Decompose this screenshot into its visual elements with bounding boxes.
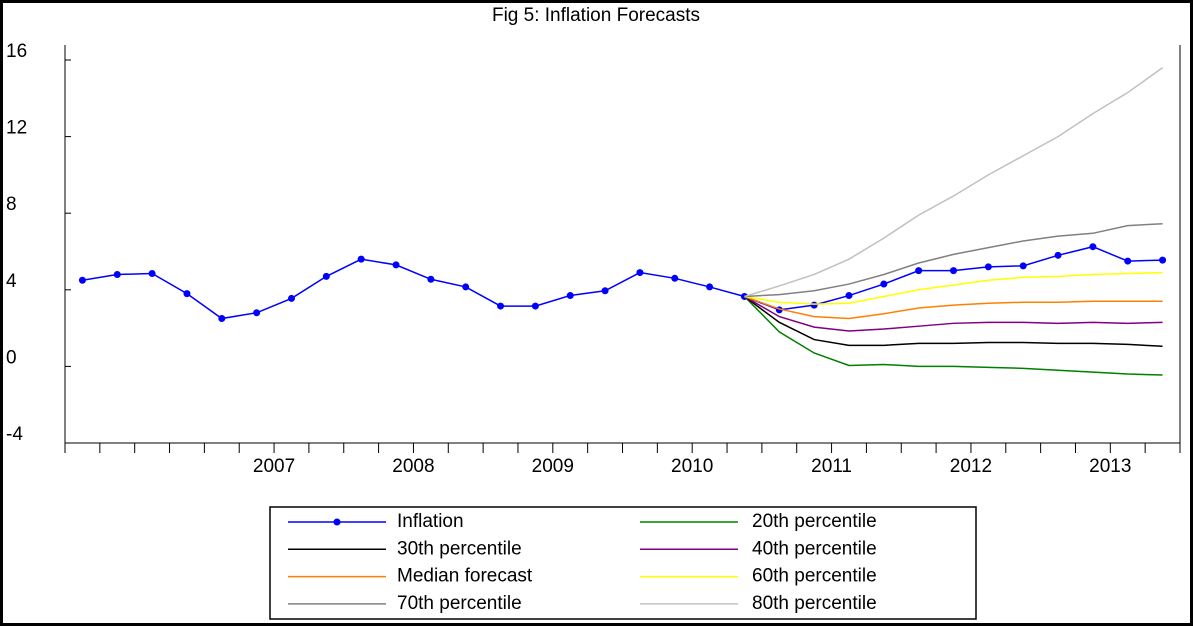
series-marker <box>1159 256 1167 264</box>
series-marker <box>253 309 261 317</box>
series-marker <box>427 275 435 283</box>
legend-label: 30th percentile <box>397 538 522 559</box>
y-tick-label: 0 <box>6 347 17 368</box>
series-marker <box>845 292 853 300</box>
series-marker <box>148 270 156 278</box>
y-tick-label: 12 <box>6 118 27 139</box>
x-tick-label: 2009 <box>532 456 574 477</box>
x-tick-label: 2012 <box>950 456 992 477</box>
x-tick-label: 2013 <box>1089 456 1131 477</box>
legend-label: 70th percentile <box>397 593 522 614</box>
x-tick-label: 2008 <box>392 456 434 477</box>
series-marker <box>113 270 121 278</box>
series-marker <box>78 276 86 284</box>
series-line <box>744 271 1163 305</box>
series-marker <box>1089 243 1097 251</box>
series-line <box>744 295 1163 332</box>
series-line <box>744 295 1163 320</box>
y-tick-label: 8 <box>6 194 17 215</box>
series-line <box>744 67 1164 298</box>
series-marker <box>601 287 609 295</box>
series-marker <box>218 315 226 323</box>
y-tick-label: 4 <box>6 271 17 292</box>
legend-label: 80th percentile <box>752 593 877 614</box>
series-line <box>82 245 1163 320</box>
legend-label: 20th percentile <box>752 511 877 532</box>
legend-label: Inflation <box>397 511 464 532</box>
y-tick-label: 16 <box>6 41 27 62</box>
series-marker <box>1054 251 1062 259</box>
x-tick-label: 2007 <box>253 456 295 477</box>
x-tick-label: 2010 <box>671 456 713 477</box>
series-marker <box>706 283 714 291</box>
x-tick-label: 2011 <box>811 456 852 477</box>
series-line <box>744 295 1163 348</box>
series-marker <box>462 283 470 291</box>
series-line <box>744 222 1163 298</box>
legend-label: Median forecast <box>397 566 533 587</box>
legend-label: 40th percentile <box>752 538 877 559</box>
chart-title: Fig 5: Inflation Forecasts <box>492 5 700 26</box>
series-marker <box>950 267 958 275</box>
y-tick-label: -4 <box>6 424 23 445</box>
series-marker <box>810 301 818 309</box>
series-marker <box>566 292 574 300</box>
series-marker <box>322 272 330 280</box>
series-marker <box>287 294 295 302</box>
series-marker <box>636 269 644 277</box>
series-marker <box>880 280 888 288</box>
series-marker <box>497 302 505 310</box>
series-marker <box>531 302 539 310</box>
series-marker <box>1019 262 1027 270</box>
series-marker <box>392 261 400 269</box>
series-marker <box>357 255 365 263</box>
series-marker <box>183 290 191 298</box>
legend-marker <box>333 518 341 526</box>
series-marker <box>915 267 923 275</box>
series-marker <box>1124 257 1132 265</box>
legend-box <box>269 506 977 620</box>
series-line <box>743 295 1163 376</box>
legend-label: 60th percentile <box>752 566 877 587</box>
series-marker <box>671 274 679 282</box>
series-marker <box>984 263 992 271</box>
